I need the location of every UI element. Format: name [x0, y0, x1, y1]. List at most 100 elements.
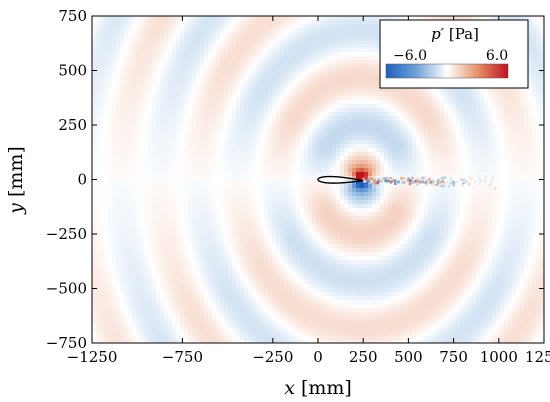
field-cell [92, 36, 97, 41]
field-cell [112, 68, 117, 73]
field-cell [240, 156, 245, 161]
field-cell [400, 136, 405, 141]
field-cell [520, 112, 525, 117]
field-cell [156, 124, 161, 129]
field-cell [244, 144, 249, 149]
field-cell [192, 172, 197, 177]
field-cell [340, 76, 345, 81]
field-cell [100, 192, 105, 197]
field-cell [108, 36, 113, 41]
field-cell [408, 108, 413, 113]
field-cell [452, 124, 457, 129]
field-cell [140, 176, 145, 181]
field-cell [272, 48, 277, 53]
field-cell [528, 124, 533, 129]
field-cell [92, 132, 97, 137]
field-cell [116, 36, 121, 41]
field-cell [456, 124, 461, 129]
field-cell [144, 184, 149, 189]
field-cell [156, 132, 161, 137]
field-cell [356, 56, 361, 61]
field-cell [496, 184, 501, 189]
field-cell [328, 24, 333, 29]
field-cell [312, 112, 317, 117]
field-cell [256, 132, 261, 137]
field-cell [148, 40, 153, 45]
field-cell [156, 24, 161, 29]
field-cell [356, 44, 361, 49]
field-cell [532, 88, 537, 93]
field-cell [124, 24, 129, 29]
field-cell [420, 168, 425, 173]
field-cell [492, 184, 497, 189]
field-cell [308, 184, 313, 189]
field-cell [468, 16, 473, 21]
field-cell [272, 156, 277, 161]
field-cell [224, 84, 229, 89]
field-cell [340, 16, 345, 21]
field-cell [100, 60, 105, 65]
field-cell [216, 72, 221, 77]
field-cell [432, 168, 437, 173]
field-cell [364, 28, 369, 33]
field-cell [448, 160, 453, 165]
field-cell [176, 180, 181, 185]
field-cell [324, 52, 329, 57]
field-cell [352, 96, 357, 101]
field-cell [304, 180, 309, 185]
field-cell [336, 56, 341, 61]
field-cell [208, 176, 213, 181]
field-cell [292, 156, 297, 161]
field-cell [96, 140, 101, 145]
field-cell [188, 136, 193, 141]
field-cell [112, 180, 117, 185]
field-cell [420, 184, 425, 189]
field-cell [376, 96, 381, 101]
field-cell [364, 120, 369, 125]
field-cell [448, 116, 453, 121]
field-cell [272, 132, 277, 137]
field-cell [344, 140, 349, 145]
field-cell [180, 32, 185, 37]
field-cell [512, 132, 517, 137]
field-cell [104, 104, 109, 109]
field-cell [400, 116, 405, 121]
field-cell [224, 52, 229, 57]
field-cell [92, 164, 97, 169]
field-cell [516, 128, 521, 133]
field-cell [320, 108, 325, 113]
field-cell [148, 32, 153, 37]
field-cell [304, 28, 309, 33]
field-cell [252, 60, 257, 65]
field-cell [352, 48, 357, 53]
field-cell [220, 116, 225, 121]
field-cell [128, 48, 133, 53]
field-cell [376, 132, 381, 137]
field-cell [520, 140, 525, 145]
field-cell [136, 64, 141, 69]
field-cell [340, 88, 345, 93]
field-cell [448, 124, 453, 129]
field-cell [124, 56, 129, 61]
field-cell [340, 176, 345, 181]
field-cell [440, 96, 445, 101]
field-cell [240, 96, 245, 101]
field-cell [292, 28, 297, 33]
field-cell [440, 160, 445, 165]
field-cell [132, 60, 137, 65]
field-cell [180, 120, 185, 125]
field-cell [108, 192, 113, 197]
field-cell [488, 16, 493, 21]
field-cell [316, 152, 321, 157]
field-cell [360, 104, 365, 109]
field-cell [400, 100, 405, 105]
field-cell [504, 120, 509, 125]
field-cell [276, 124, 281, 129]
field-cell [332, 88, 337, 93]
field-cell [104, 120, 109, 125]
field-cell [240, 164, 245, 169]
field-cell [340, 160, 345, 165]
field-cell [532, 188, 537, 193]
field-cell [540, 44, 544, 49]
field-cell [492, 144, 497, 149]
